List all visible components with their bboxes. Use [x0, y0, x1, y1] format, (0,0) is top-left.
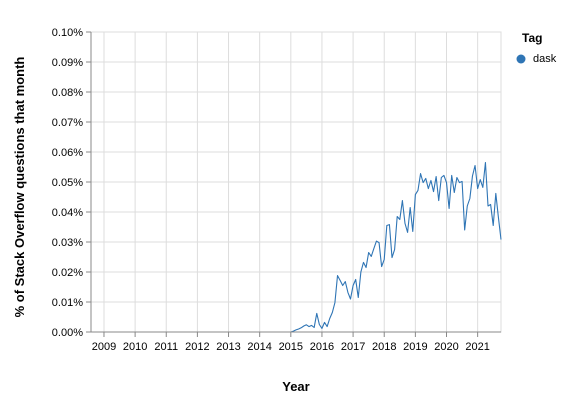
y-tick-label: 0.05%	[52, 177, 83, 189]
y-tick-label: 0.08%	[52, 87, 83, 99]
x-tick-label: 2019	[403, 341, 427, 353]
x-tick-label: 2016	[310, 341, 334, 353]
x-tick-label: 2011	[154, 341, 178, 353]
x-tick-label: 2013	[216, 341, 240, 353]
legend-label-dask: dask	[533, 53, 557, 65]
x-tick-label: 2017	[341, 341, 365, 353]
y-tick-label: 0.01%	[52, 297, 83, 309]
axes: 0.00% 0.01% 0.02% 0.03% 0.04% 0.05% 0.06% 0.07%…	[52, 27, 501, 353]
x-tick-label: 2010	[123, 341, 147, 353]
x-tick-label: 2020	[434, 341, 458, 353]
y-tick-label: 0.02%	[52, 267, 83, 279]
x-tick-label: 2014	[247, 341, 271, 353]
legend: Tag dask	[516, 31, 557, 65]
y-tick-label: 0.06%	[52, 147, 83, 159]
y-tick-label: 0.07%	[52, 117, 83, 129]
series-line-dask	[91, 161, 502, 333]
legend-swatch-dask	[516, 54, 526, 64]
x-tick-label: 2009	[92, 341, 116, 353]
x-tick-label: 2015	[279, 341, 303, 353]
x-tick-label: 2018	[372, 341, 396, 353]
y-tick-label: 0.03%	[52, 237, 83, 249]
x-tick-label: 2012	[185, 341, 209, 353]
series-layer	[91, 161, 502, 333]
grid	[90, 31, 502, 333]
legend-title: Tag	[522, 31, 542, 45]
y-axis-title: % of Stack Overflow questions that month	[12, 57, 27, 318]
y-tick-label: 0.04%	[52, 207, 83, 219]
y-tick-label: 0.00%	[52, 327, 83, 339]
y-tick-label: 0.10%	[52, 27, 83, 39]
x-axis-title: Year	[282, 379, 309, 394]
y-tick-label: 0.09%	[52, 57, 83, 69]
x-tick-label: 2021	[465, 341, 489, 353]
